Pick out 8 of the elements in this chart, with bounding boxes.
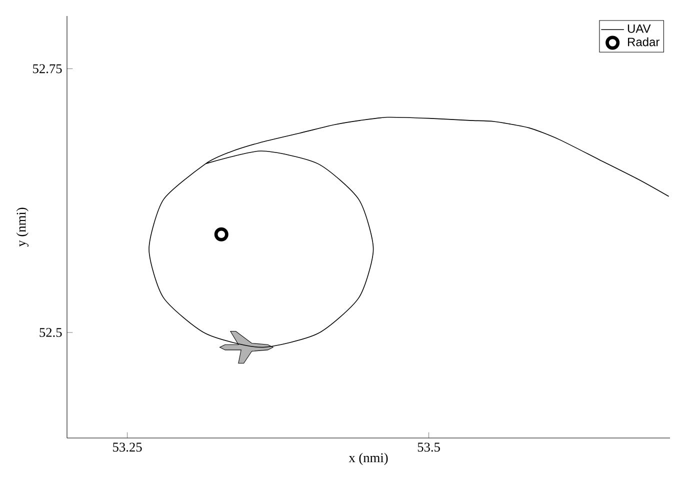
x-tick-label: 53.5 [418,442,440,452]
legend-label: UAV [628,24,651,33]
x-tick-label: 53.25 [113,442,142,452]
x-axis-title: x (nmi) [348,452,388,465]
y-axis-title: y (nmi) [16,208,28,247]
y-tick-label: 52.5 [40,328,62,337]
legend-label: Radar [628,37,660,46]
y-tick-label: 52.75 [33,64,62,74]
